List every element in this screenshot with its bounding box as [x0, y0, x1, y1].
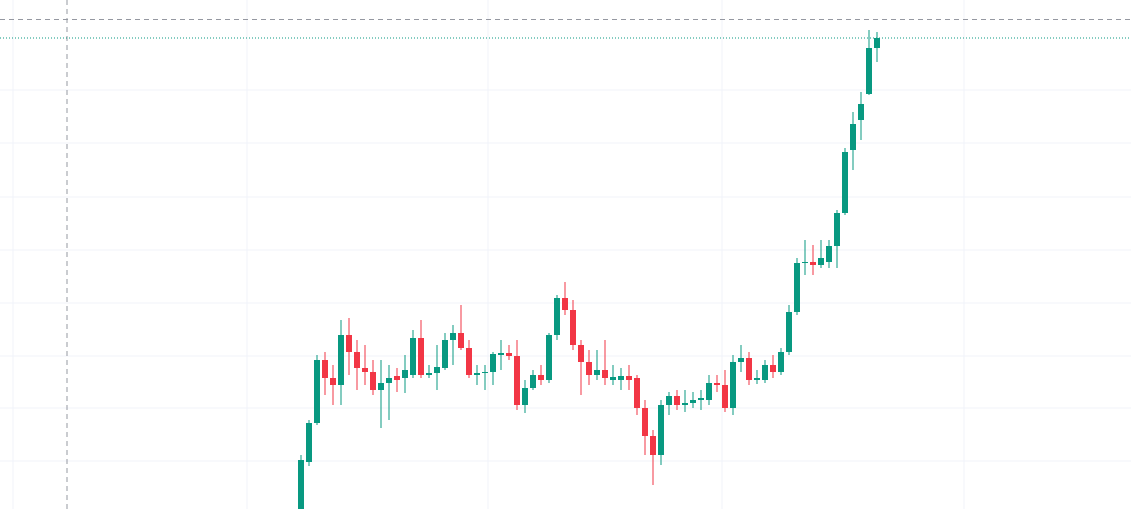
candle-body: [306, 423, 312, 462]
candle-body: [514, 356, 520, 405]
candle-body: [394, 376, 400, 380]
candle-body: [770, 365, 776, 372]
candle-body: [562, 298, 568, 310]
candle-body: [858, 104, 864, 120]
candle-body: [426, 373, 432, 375]
candle-body: [698, 398, 704, 400]
candle-body: [626, 376, 632, 380]
candle-body: [330, 378, 336, 385]
candle-body: [578, 345, 584, 362]
candle-body: [386, 378, 392, 383]
candle-body: [826, 246, 832, 262]
candle-body: [434, 367, 440, 373]
candle-body: [490, 354, 496, 372]
candle-body: [658, 405, 664, 455]
candle-body: [650, 436, 656, 455]
candle-body: [418, 338, 424, 375]
candle-body: [642, 408, 648, 436]
candle-body: [834, 213, 840, 246]
candle-body: [706, 383, 712, 400]
candle-body: [410, 338, 416, 375]
candle-body: [610, 377, 616, 380]
candle-body: [618, 376, 624, 380]
candle-body: [778, 352, 784, 372]
candle-body: [738, 358, 744, 362]
candle-body: [314, 360, 320, 423]
candle-body: [298, 460, 304, 509]
candle-body: [346, 335, 352, 352]
candle-body: [762, 365, 768, 380]
candle-body: [850, 124, 856, 150]
candle-body: [522, 388, 528, 405]
candle-body: [754, 378, 760, 380]
candle-body: [714, 383, 720, 385]
candles: [298, 30, 880, 509]
candle-body: [690, 400, 696, 403]
candle-body: [554, 298, 560, 335]
candle-body: [498, 353, 504, 355]
candle-body: [674, 396, 680, 405]
candle-body: [354, 352, 360, 368]
candle-body: [746, 358, 752, 380]
candle-body: [482, 372, 488, 373]
candle-body: [378, 383, 384, 390]
candle-body: [546, 335, 552, 380]
candle-body: [722, 385, 728, 408]
candle-body: [634, 378, 640, 408]
candle-body: [666, 396, 672, 405]
candle-body: [402, 370, 408, 378]
candle-body: [466, 348, 472, 375]
candle-body: [842, 152, 848, 213]
candle-body: [682, 403, 688, 405]
candle-body: [570, 310, 576, 345]
candle-body: [362, 368, 368, 372]
candle-body: [818, 258, 824, 265]
candle-body: [506, 353, 512, 356]
candle-body: [794, 263, 800, 312]
candle-body: [586, 362, 592, 375]
candle-body: [538, 375, 544, 380]
candle-body: [874, 38, 880, 48]
candle-body: [810, 262, 816, 265]
candle-body: [802, 262, 808, 263]
candle-body: [786, 312, 792, 352]
candle-body: [338, 335, 344, 385]
candle-body: [594, 370, 600, 375]
candle-body: [730, 362, 736, 408]
candle-body: [530, 375, 536, 388]
candle-body: [458, 333, 464, 348]
candle-body: [450, 333, 456, 340]
candle-body: [442, 340, 448, 368]
candle-body: [370, 372, 376, 390]
candle-body: [322, 360, 328, 378]
candle-body: [866, 48, 872, 94]
candle-body: [602, 370, 608, 378]
candle-body: [474, 373, 480, 375]
